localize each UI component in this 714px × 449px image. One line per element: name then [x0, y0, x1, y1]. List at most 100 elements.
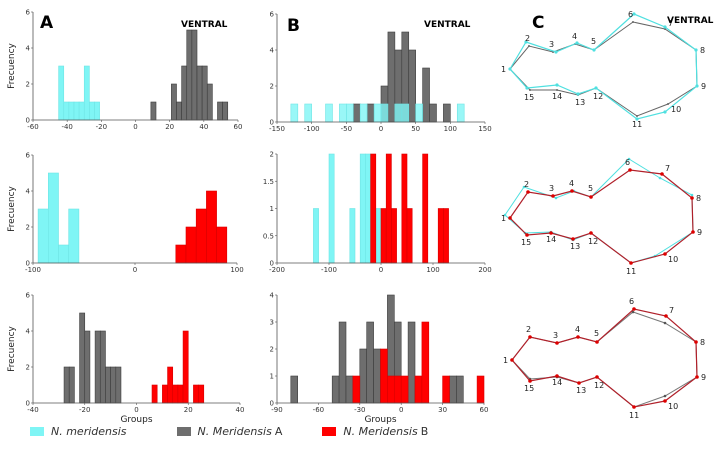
- bar: [429, 103, 437, 123]
- bar: [359, 103, 368, 123]
- landmark-point: [524, 40, 528, 44]
- y-tick-label: 4: [26, 45, 31, 53]
- bar: [151, 384, 158, 404]
- landmark-point: [636, 115, 638, 117]
- bar: [68, 101, 75, 121]
- y-tick-label: 4: [26, 188, 31, 196]
- consensus-outline-b: [504, 158, 694, 264]
- bar: [370, 153, 377, 264]
- x-tick-label: -60: [27, 123, 38, 131]
- y-tick-label: 6: [26, 9, 31, 17]
- bar: [83, 65, 90, 121]
- bar: [338, 321, 347, 404]
- panel-letter-a: A: [40, 13, 54, 33]
- bar: [63, 101, 70, 121]
- bar: [352, 103, 361, 123]
- landmark-point: [629, 261, 633, 265]
- bar: [171, 83, 177, 121]
- landmark-label: 14: [546, 235, 556, 244]
- landmark-label: 2: [524, 180, 529, 189]
- bar: [73, 101, 80, 121]
- bar: [476, 375, 485, 404]
- landmark-point: [554, 50, 558, 54]
- bar: [391, 208, 397, 264]
- x-tick-label: 20: [165, 123, 174, 131]
- y-axis-label: Frecuency: [7, 185, 17, 231]
- legend-item-red: N. Meridensis B: [322, 425, 428, 438]
- x-tick-label: 150: [478, 125, 491, 133]
- landmark-point: [575, 41, 579, 45]
- landmark-point: [549, 231, 553, 235]
- bar: [195, 208, 207, 264]
- bar: [175, 244, 187, 264]
- x-tick-label: -50: [341, 125, 352, 133]
- consensus-outline-a: [509, 21, 698, 117]
- x-tick-label: -200: [269, 266, 285, 274]
- landmark-point: [529, 89, 531, 91]
- landmark-label: 14: [552, 92, 562, 101]
- bar: [201, 65, 208, 121]
- x-tick-label: 100: [426, 266, 439, 274]
- landmark-point: [664, 314, 668, 318]
- bar: [422, 153, 429, 264]
- bar: [331, 375, 340, 404]
- legend-label: N. Meridensis: [343, 425, 418, 438]
- landmark-label: 7: [668, 19, 673, 28]
- landmark-point: [658, 176, 662, 180]
- landmark-point: [694, 340, 698, 344]
- legend-swatch-cyan: [30, 427, 44, 436]
- landmark-point: [690, 196, 694, 200]
- x-tick-label: -90: [271, 406, 282, 414]
- landmark-label: 10: [668, 402, 678, 411]
- bar: [456, 375, 464, 404]
- x-tick-label: 60: [234, 123, 243, 131]
- bar: [408, 49, 416, 123]
- landmark-point: [555, 83, 559, 87]
- bar: [328, 153, 335, 264]
- bar: [99, 330, 106, 404]
- landmark-label: 10: [668, 255, 678, 264]
- landmark-point: [589, 195, 593, 199]
- y-tick-label: 0: [26, 400, 30, 408]
- y-tick-label: 4: [270, 292, 275, 300]
- bar: [110, 366, 117, 404]
- legend-label: N. Meridensis: [197, 425, 272, 438]
- bar: [68, 366, 75, 404]
- bar: [191, 29, 198, 121]
- y-tick-label: 2: [26, 364, 30, 372]
- legend-swatch-gray: [176, 427, 191, 436]
- panel-letter-b: B: [287, 16, 300, 36]
- y-tick-label: 0.5: [263, 232, 274, 240]
- landmark-point: [592, 48, 596, 52]
- histogram-b2: -200 -100 0 100 200 0 0.5 1 1.5 2: [263, 151, 492, 275]
- landmark-point: [595, 340, 599, 344]
- y-tick-label: 3: [270, 319, 274, 327]
- bar: [105, 366, 111, 404]
- landmark-point: [528, 45, 530, 47]
- landmark-label: 13: [576, 386, 586, 395]
- bar: [407, 321, 416, 404]
- landmark-point: [631, 310, 635, 314]
- landmark-point: [570, 189, 574, 193]
- bar: [443, 208, 449, 264]
- bar: [78, 101, 85, 121]
- x-tick-label: 0: [133, 266, 137, 274]
- x-tick-label: -40: [61, 123, 72, 131]
- landmark-point: [528, 379, 532, 383]
- landmark-point: [525, 233, 529, 237]
- bar: [442, 375, 450, 404]
- landmark-point: [576, 335, 580, 339]
- bar: [443, 103, 451, 123]
- bar: [206, 190, 217, 264]
- landmark-point: [554, 196, 558, 200]
- landmark-point: [522, 185, 526, 189]
- bar: [366, 103, 375, 123]
- landmark-point: [663, 394, 667, 398]
- x-tick-label: 0: [379, 266, 383, 274]
- bar: [68, 208, 80, 264]
- bar: [176, 101, 182, 121]
- bar: [373, 103, 382, 123]
- landmark-label: 4: [569, 179, 574, 188]
- landmark-point: [551, 194, 555, 198]
